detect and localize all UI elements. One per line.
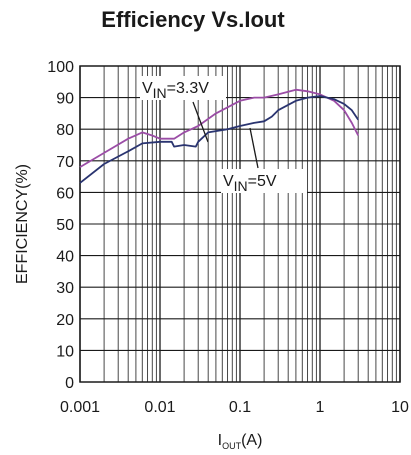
y-tick-label: 90 bbox=[56, 91, 74, 108]
y-tick-label: 0 bbox=[65, 375, 74, 392]
grid bbox=[79, 65, 401, 383]
series-lines bbox=[79, 88, 360, 184]
annotation-vin-5v-leader bbox=[249, 127, 259, 169]
annotation-vin-5v-label-bg bbox=[221, 169, 307, 193]
y-tick-label: 70 bbox=[56, 154, 74, 171]
chart-title: Efficiency Vs.Iout bbox=[101, 7, 285, 32]
x-tick-label: 0.001 bbox=[60, 399, 100, 416]
plot-frame bbox=[79, 65, 401, 383]
y-tick-label: 60 bbox=[56, 185, 74, 202]
y-axis-label: EFFICIENCY(%) bbox=[14, 164, 31, 284]
x-tick-label: 0.1 bbox=[229, 399, 251, 416]
y-tick-label: 100 bbox=[47, 59, 74, 76]
annotation-vin-5v-label: VIN=5V bbox=[223, 173, 277, 194]
annotation-vin-3v3-label: VIN=3.3V bbox=[142, 80, 209, 101]
y-tick-label: 30 bbox=[56, 280, 74, 297]
x-tick-label: 0.01 bbox=[144, 399, 175, 416]
series-line-1 bbox=[79, 95, 359, 184]
x-tick-label: 10 bbox=[391, 399, 409, 416]
y-tick-label: 80 bbox=[56, 122, 74, 139]
x-tick-labels: 0.001 0.01 0.1 1 10 bbox=[60, 399, 409, 416]
y-tick-label: 10 bbox=[56, 343, 74, 360]
y-tick-label: 40 bbox=[56, 249, 74, 266]
y-tick-label: 50 bbox=[56, 217, 74, 234]
x-tick-label: 1 bbox=[316, 399, 325, 416]
y-tick-labels: 0 10 20 30 40 50 60 70 80 90 100 bbox=[47, 59, 74, 392]
x-axis-label: IOUT(A) bbox=[218, 432, 263, 451]
y-tick-label: 20 bbox=[56, 312, 74, 329]
annotation-vin-3v3-label-bg bbox=[140, 76, 226, 100]
annotation-vin-3v3-leader bbox=[192, 101, 209, 143]
annotations: VIN=3.3V VIN=5V bbox=[140, 76, 307, 194]
